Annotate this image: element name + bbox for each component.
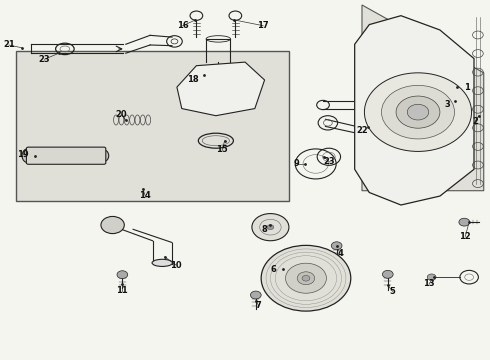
Polygon shape <box>177 62 265 116</box>
Ellipse shape <box>152 259 172 266</box>
Circle shape <box>331 242 342 249</box>
Circle shape <box>365 73 471 152</box>
Circle shape <box>427 274 436 280</box>
Circle shape <box>261 246 351 311</box>
Text: 22: 22 <box>356 126 368 135</box>
Text: 6: 6 <box>270 265 276 274</box>
FancyBboxPatch shape <box>26 147 106 164</box>
Text: 2: 2 <box>472 117 478 126</box>
Circle shape <box>381 85 455 139</box>
Circle shape <box>117 271 128 279</box>
Polygon shape <box>362 5 484 191</box>
Text: 20: 20 <box>116 111 127 120</box>
Polygon shape <box>355 16 474 205</box>
Text: 21: 21 <box>3 40 15 49</box>
Text: 16: 16 <box>177 21 189 30</box>
Text: 23: 23 <box>323 157 335 166</box>
Circle shape <box>459 218 469 226</box>
Circle shape <box>302 275 310 281</box>
Text: 7: 7 <box>256 301 262 310</box>
Text: 18: 18 <box>187 75 199 84</box>
Circle shape <box>252 213 289 241</box>
Text: 23: 23 <box>39 55 50 64</box>
Circle shape <box>396 96 440 128</box>
Text: 5: 5 <box>390 287 395 296</box>
Circle shape <box>407 104 429 120</box>
Text: 13: 13 <box>423 279 435 288</box>
Text: 4: 4 <box>337 249 343 258</box>
Text: 19: 19 <box>17 150 29 159</box>
Circle shape <box>297 272 315 285</box>
Text: 14: 14 <box>139 191 151 200</box>
Text: 10: 10 <box>170 261 182 270</box>
Circle shape <box>101 216 124 234</box>
Text: 11: 11 <box>117 286 128 295</box>
Circle shape <box>286 263 326 293</box>
Text: 3: 3 <box>444 100 450 109</box>
Text: 12: 12 <box>459 232 471 241</box>
Circle shape <box>250 291 261 299</box>
Ellipse shape <box>22 149 35 163</box>
FancyBboxPatch shape <box>16 51 289 202</box>
Circle shape <box>382 270 393 278</box>
Text: 15: 15 <box>216 145 228 154</box>
Text: 9: 9 <box>294 159 299 168</box>
Ellipse shape <box>99 150 109 161</box>
Text: 8: 8 <box>262 225 268 234</box>
Text: 1: 1 <box>464 83 469 92</box>
Text: 17: 17 <box>257 21 269 30</box>
Circle shape <box>267 225 274 230</box>
